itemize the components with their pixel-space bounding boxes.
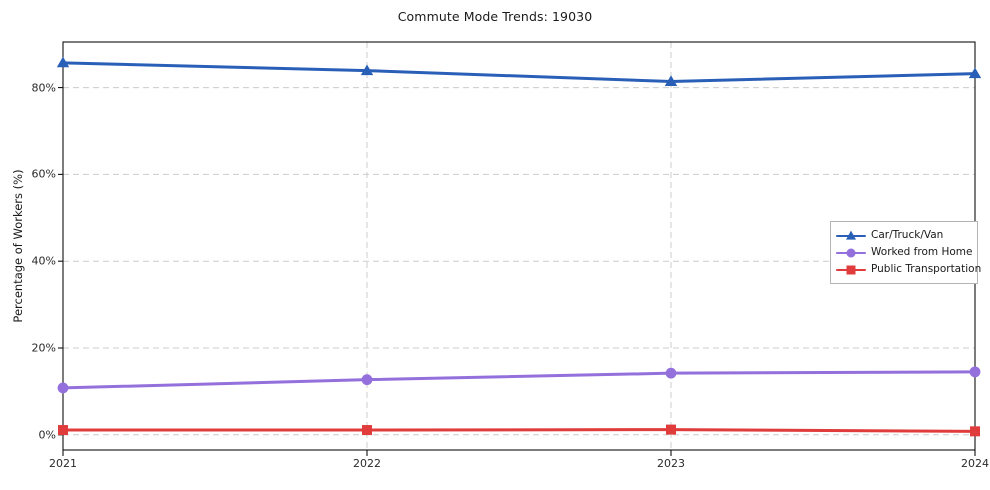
x-tick-label: 2023: [657, 457, 685, 470]
x-tick-label: 2021: [49, 457, 77, 470]
legend-item[interactable]: Worked from Home: [836, 244, 973, 261]
data-point-marker: [360, 64, 374, 76]
legend-label: Car/Truck/Van: [871, 229, 944, 241]
chart-title: Commute Mode Trends: 19030: [397, 9, 593, 24]
data-point-marker: [57, 382, 69, 394]
legend-label: Public Transportation: [871, 263, 982, 275]
legend-label: Worked from Home: [871, 246, 973, 258]
data-point-marker: [666, 424, 676, 435]
data-point-marker: [665, 367, 677, 379]
chart-legend: Car/Truck/Van Worked from Home Public Tran…: [830, 221, 981, 284]
y-tick-label: 20%: [31, 341, 56, 355]
data-point-marker: [58, 425, 68, 436]
series-line: [61, 61, 977, 83]
series-car-truck-van: [56, 56, 982, 86]
x-tick-label: 2022: [353, 457, 381, 470]
y-tick-label: 60%: [31, 167, 56, 181]
data-point-marker: [56, 56, 70, 68]
data-point-marker: [968, 67, 982, 79]
y-tick-label: 0%: [38, 428, 56, 442]
data-point-marker: [361, 374, 373, 386]
legend-item[interactable]: Car/Truck/Van: [836, 227, 971, 244]
series-public-transportation: [58, 424, 980, 437]
legend-item[interactable]: Public Transportation: [836, 261, 981, 278]
series-line: [61, 428, 977, 433]
x-tick-label: 2024: [961, 457, 989, 470]
series-worked-from-home: [57, 366, 981, 394]
data-point-marker: [664, 75, 678, 86]
data-point-marker: [362, 425, 372, 436]
legend-swatch-icon: [836, 229, 866, 243]
y-tick-label: 80%: [31, 81, 56, 95]
data-point-marker: [969, 366, 981, 378]
legend-swatch-icon: [836, 263, 866, 277]
y-axis-tick-labels: 0% 20% 40% 60% 80%: [0, 0, 56, 490]
data-point-marker: [970, 426, 980, 437]
series-line: [61, 370, 977, 390]
y-tick-label: 40%: [31, 254, 56, 268]
legend-swatch-icon: [836, 246, 866, 260]
